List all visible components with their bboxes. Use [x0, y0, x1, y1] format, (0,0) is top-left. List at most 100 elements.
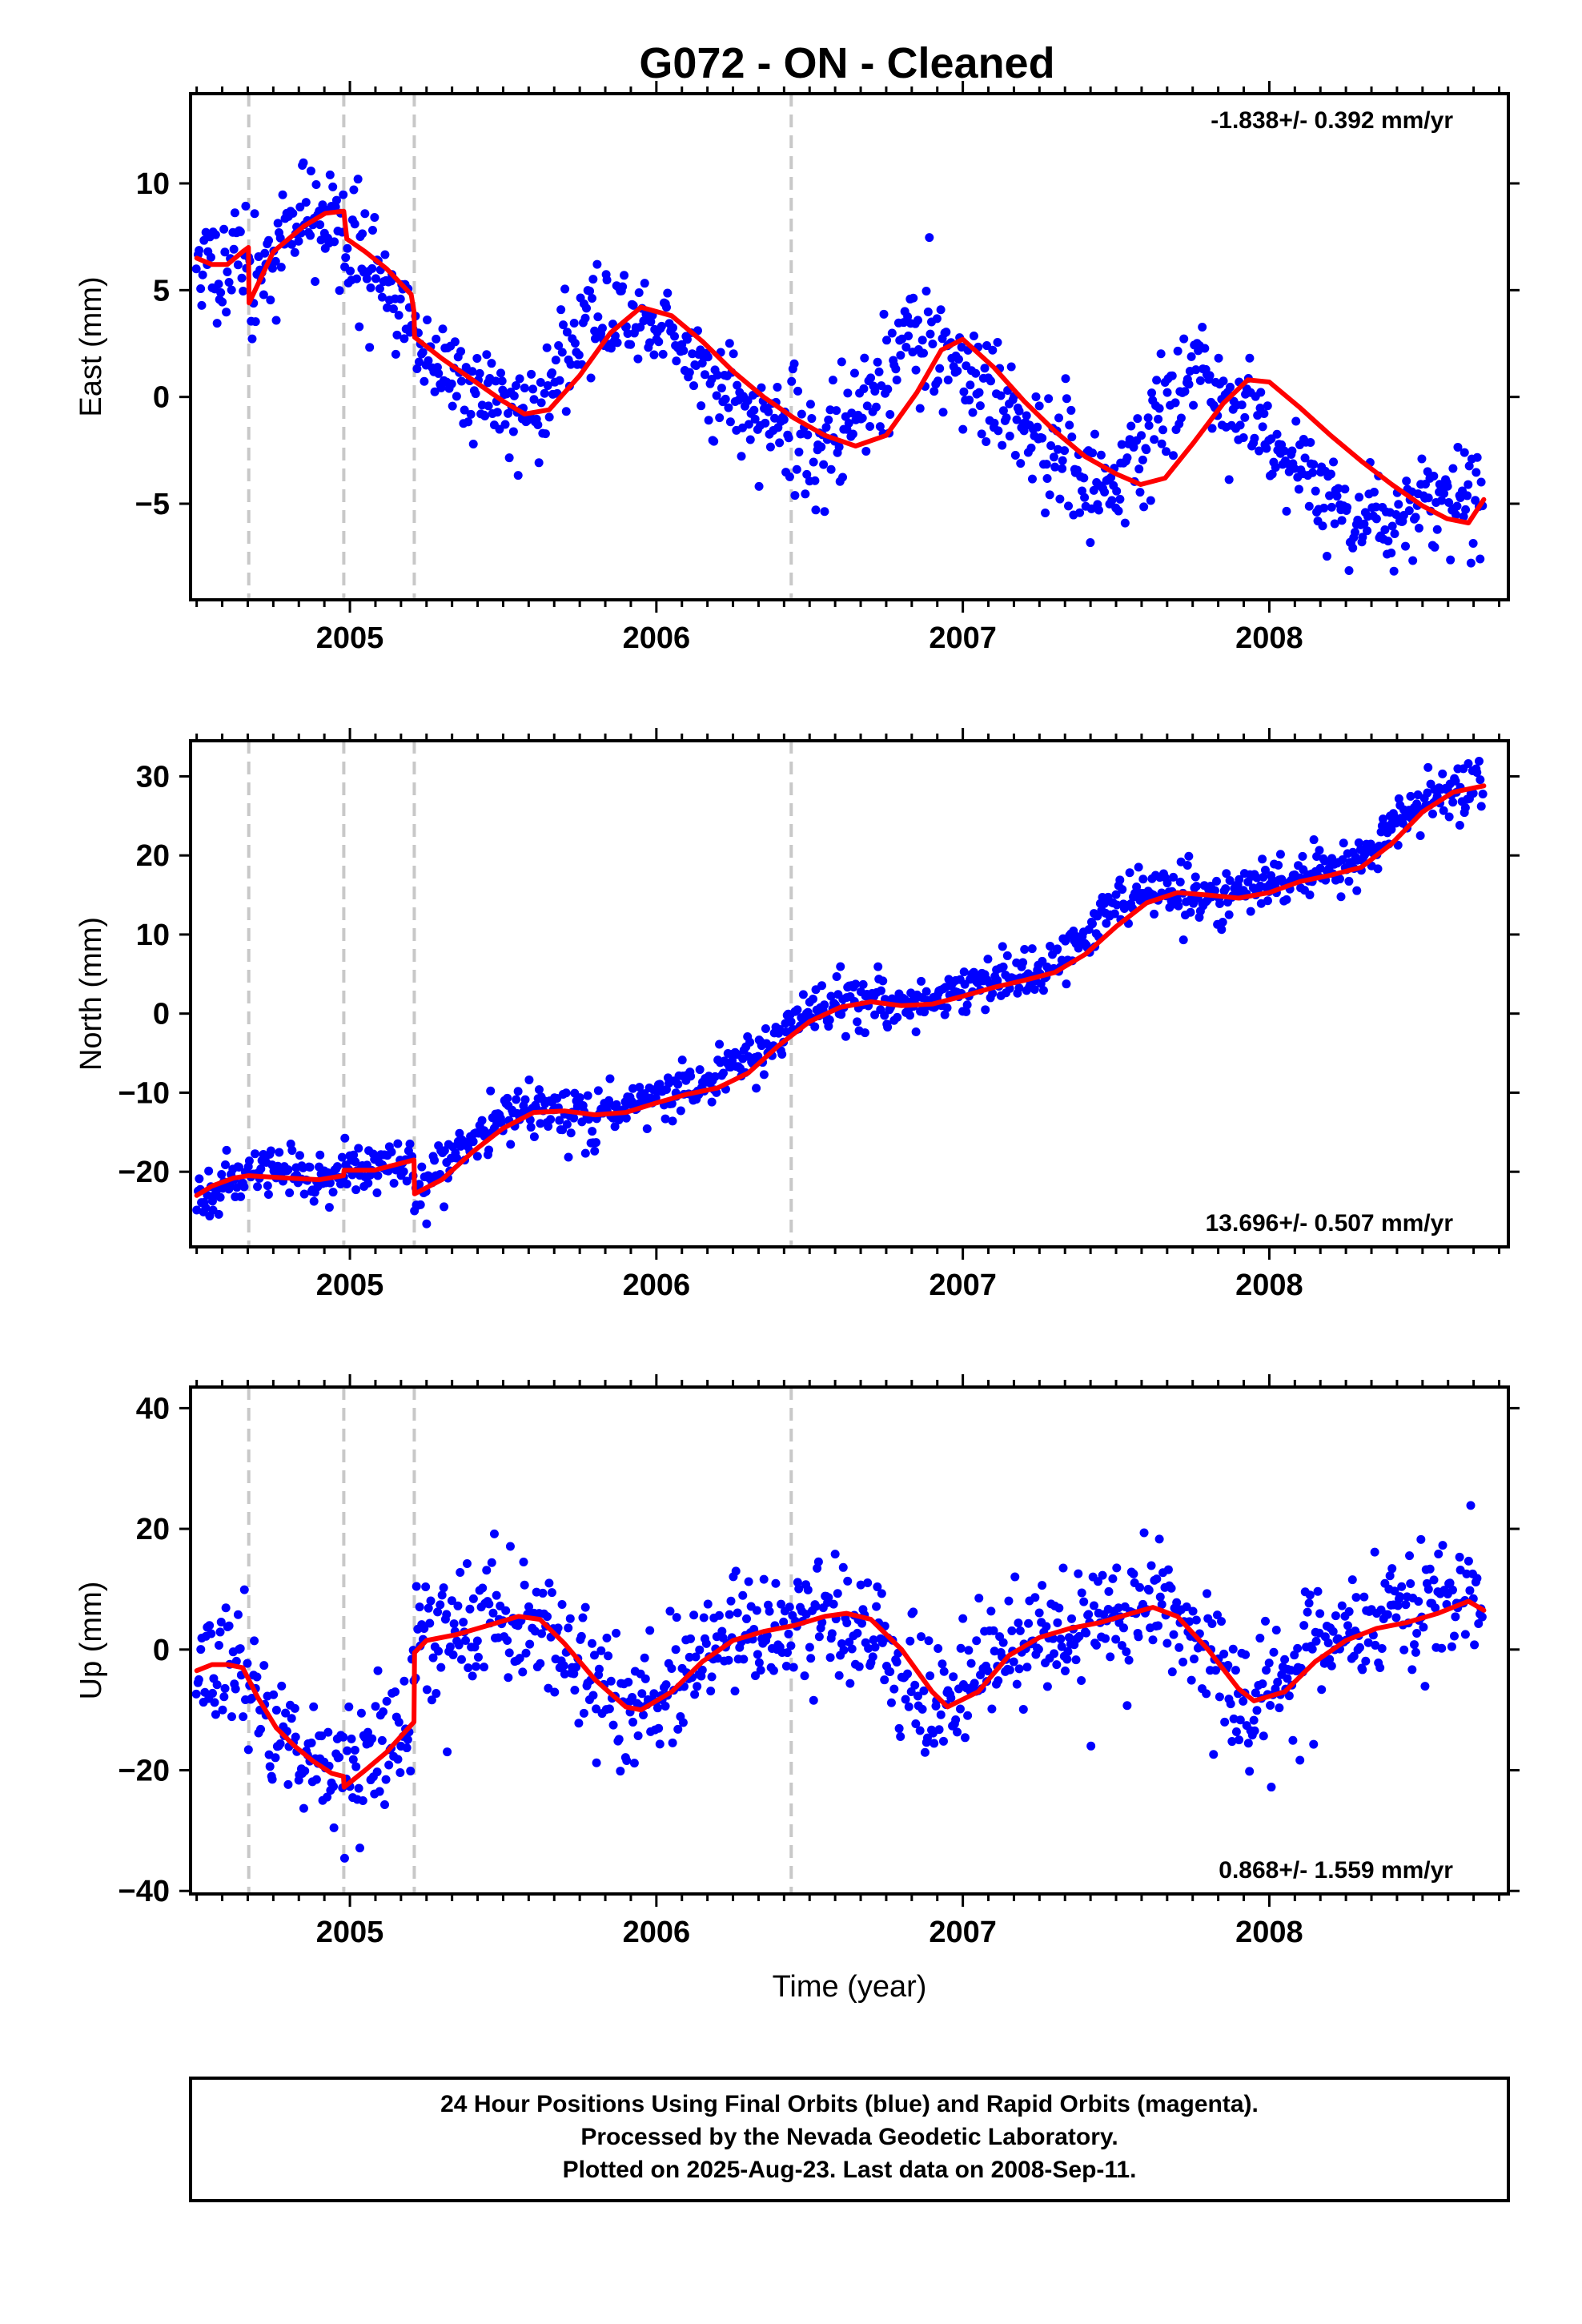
data-point — [1074, 1569, 1083, 1578]
data-point — [1022, 1663, 1032, 1672]
data-point — [529, 1132, 539, 1141]
data-point — [669, 323, 678, 332]
data-point — [1283, 1674, 1292, 1683]
data-point — [433, 1607, 443, 1617]
data-point — [834, 1671, 844, 1680]
data-point — [830, 1550, 840, 1559]
data-point — [393, 1755, 403, 1764]
data-point — [938, 1736, 948, 1746]
data-point — [1212, 876, 1222, 886]
data-point — [1166, 1583, 1176, 1593]
data-point — [1200, 344, 1210, 353]
data-point — [427, 1695, 436, 1705]
data-point — [909, 293, 918, 303]
data-point — [934, 1643, 943, 1653]
data-point — [1430, 542, 1439, 552]
data-point — [1393, 840, 1403, 850]
data-point — [471, 389, 480, 399]
data-point — [635, 1083, 644, 1092]
data-point — [1375, 1663, 1385, 1673]
data-point — [1241, 1650, 1251, 1659]
data-point — [243, 1659, 252, 1668]
data-point — [626, 340, 636, 349]
data-point — [424, 1603, 433, 1613]
data-point — [1264, 1659, 1274, 1668]
data-point — [724, 403, 733, 412]
data-point — [662, 303, 672, 312]
data-point — [602, 1633, 612, 1642]
data-point — [220, 1160, 230, 1169]
data-point — [793, 1005, 802, 1015]
data-point — [436, 383, 446, 392]
data-point — [1226, 382, 1235, 392]
plot-frame — [189, 1385, 1510, 1896]
data-point — [988, 345, 998, 355]
data-point — [1138, 875, 1148, 884]
data-point — [437, 1590, 447, 1600]
data-point — [859, 384, 869, 393]
data-point — [520, 1095, 530, 1104]
data-point — [1347, 1575, 1357, 1585]
data-point — [1066, 405, 1076, 415]
data-point — [311, 179, 321, 189]
data-point — [347, 1734, 356, 1743]
data-point — [1134, 1632, 1143, 1642]
data-point — [377, 1735, 387, 1745]
data-point — [621, 1113, 631, 1123]
data-point — [1167, 371, 1177, 380]
data-point — [294, 236, 303, 246]
data-point — [1074, 1631, 1084, 1641]
rate-annotation: 0.868+/- 1.559 mm/yr — [1219, 1857, 1453, 1884]
data-point — [754, 481, 764, 491]
data-point — [1255, 446, 1264, 456]
data-point — [392, 330, 402, 340]
data-point — [849, 368, 859, 378]
data-point — [1390, 1586, 1399, 1596]
data-point — [389, 1179, 399, 1188]
data-point — [266, 1146, 275, 1156]
data-point — [925, 233, 934, 243]
data-point — [998, 942, 1007, 951]
data-point — [354, 1144, 363, 1153]
data-point — [1224, 475, 1234, 485]
data-point — [1256, 388, 1266, 397]
data-point — [456, 376, 466, 386]
data-point — [710, 1072, 720, 1081]
data-point — [1124, 1655, 1134, 1665]
data-point — [424, 356, 433, 365]
data-point — [686, 1072, 696, 1081]
data-point — [1351, 1593, 1361, 1602]
data-point — [753, 1650, 762, 1659]
data-point — [1050, 1649, 1059, 1659]
data-point — [1063, 1647, 1073, 1656]
data-point — [487, 359, 496, 368]
data-point — [934, 1725, 944, 1735]
data-point — [809, 1695, 818, 1705]
rate-annotation: 13.696+/- 0.507 mm/yr — [1206, 1210, 1454, 1236]
data-point — [372, 1767, 382, 1777]
data-point — [1167, 1667, 1177, 1677]
data-point — [1129, 1569, 1138, 1578]
data-point — [1012, 1679, 1022, 1689]
data-point — [440, 1202, 449, 1212]
data-point — [216, 287, 226, 297]
data-point — [1371, 514, 1381, 524]
data-point — [1337, 1601, 1347, 1610]
data-point — [817, 442, 826, 452]
data-point — [1144, 420, 1154, 430]
data-point — [794, 1584, 804, 1594]
data-point — [966, 380, 975, 390]
data-point — [1338, 855, 1347, 865]
data-point — [845, 1638, 854, 1647]
data-point — [525, 1639, 535, 1649]
data-point — [988, 989, 998, 999]
data-point — [1446, 555, 1456, 565]
data-point — [1155, 1592, 1165, 1602]
data-point — [482, 1566, 492, 1575]
data-point — [688, 349, 697, 359]
y-axis-label-north: North (mm) — [74, 917, 108, 1071]
data-point — [1156, 349, 1166, 359]
data-point — [466, 409, 476, 419]
data-point — [869, 1635, 878, 1645]
data-point — [1387, 1564, 1397, 1574]
